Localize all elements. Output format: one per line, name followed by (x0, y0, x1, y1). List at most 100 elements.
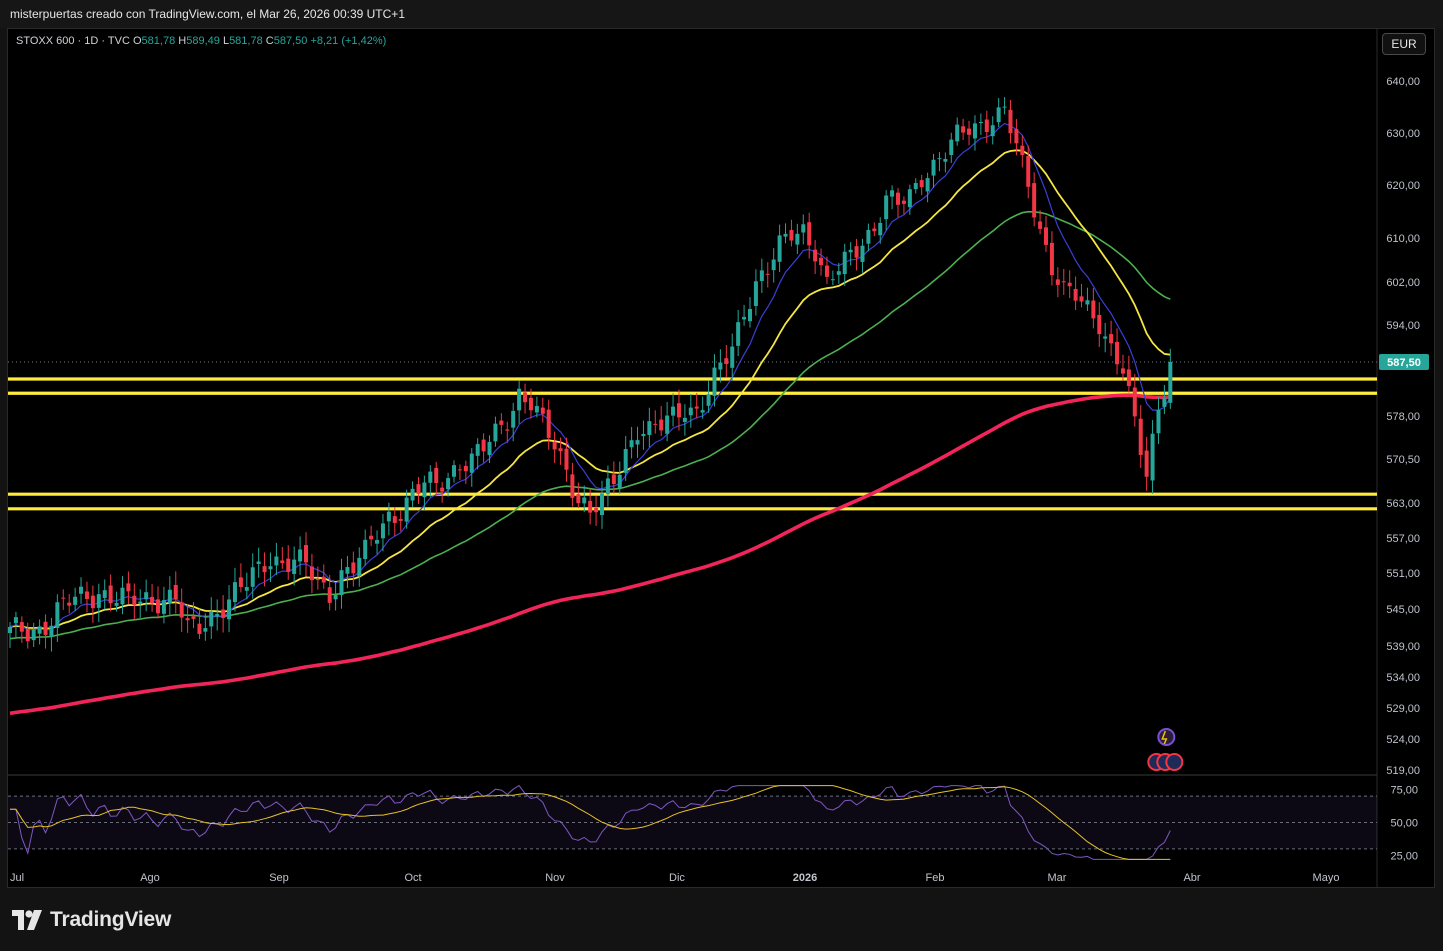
candle-body (588, 500, 593, 513)
candle-body (659, 419, 664, 431)
candle-body (505, 429, 510, 431)
candle-body (635, 440, 640, 445)
candle-body (890, 190, 895, 197)
candle-body (96, 594, 101, 608)
candle-body (357, 557, 362, 577)
candle-body (819, 257, 824, 266)
candle-body (528, 397, 533, 411)
candle-body (623, 449, 628, 473)
candle-body (280, 560, 285, 564)
candle-body (1061, 281, 1066, 283)
time-axis-label: Jul (10, 872, 24, 884)
rsi-ma-line (10, 785, 1171, 860)
candle-body (931, 159, 936, 176)
time-axis-label: Mayo (1313, 872, 1340, 884)
candle-body (712, 367, 717, 396)
candle-body (422, 482, 427, 498)
candle-body (742, 316, 747, 320)
candle-body (1126, 369, 1131, 387)
candle-body (179, 602, 184, 618)
candle-body (629, 440, 634, 448)
candle-body (789, 230, 794, 241)
legend-open: 581,78 (141, 35, 176, 47)
candle-body (724, 358, 729, 364)
candle-body (706, 394, 711, 406)
candle-body (339, 570, 344, 596)
candle-body (238, 577, 243, 587)
candle-body (824, 265, 829, 277)
candle-body (138, 601, 143, 604)
candle-body (919, 180, 924, 188)
time-axis-label: Sep (269, 872, 289, 884)
legend-l-label: L (222, 35, 230, 47)
time-axis-label: Dic (669, 872, 685, 884)
candle-body (351, 562, 356, 574)
legend-high: 589,49 (186, 35, 220, 47)
candle-body (866, 229, 871, 244)
candle-body (611, 474, 616, 485)
candle-body (404, 497, 409, 522)
price-tick-label: 594,00 (1386, 320, 1420, 332)
candle-body (795, 233, 800, 245)
candle-body (416, 484, 421, 494)
candle-body (469, 453, 474, 473)
candle-body (1138, 418, 1143, 455)
candle-body (428, 471, 433, 483)
candle-body (1091, 300, 1096, 319)
candle-body (268, 566, 273, 570)
candle-body (232, 582, 237, 603)
legend-close: 587,50 (273, 35, 308, 47)
candle-body (1026, 156, 1031, 187)
candle-body (363, 539, 368, 559)
candle-body (878, 222, 883, 236)
candle-body (410, 488, 415, 501)
candle-body (446, 478, 451, 490)
candle-body (84, 591, 89, 600)
candle-body (700, 410, 705, 413)
candle-body (582, 497, 587, 504)
candle-body (250, 567, 255, 587)
candle-body (759, 270, 764, 281)
candle-body (1120, 368, 1125, 374)
candle-body (972, 123, 977, 139)
candle-body (517, 388, 522, 411)
candle-body (546, 409, 551, 438)
candle-body (896, 192, 900, 205)
candle-body (1008, 109, 1013, 134)
candle-body (274, 556, 279, 566)
candle-body (191, 616, 196, 619)
rsi-tick-label: 50,00 (1390, 818, 1418, 830)
candle-body (19, 622, 24, 632)
candle-body (955, 124, 960, 142)
tradingview-logo-icon (12, 910, 42, 930)
price-tick-label: 524,00 (1386, 734, 1420, 746)
candle-body (108, 585, 113, 604)
candle-body (736, 322, 741, 346)
tradingview-logo[interactable]: TradingView (12, 908, 171, 932)
candle-body (771, 259, 776, 271)
chart-frame[interactable] (7, 28, 1435, 888)
candle-body (380, 523, 385, 539)
price-tick-label: 640,00 (1386, 76, 1420, 88)
candle-body (156, 599, 160, 614)
price-tick-label: 529,00 (1386, 703, 1420, 715)
candle-body (984, 119, 989, 133)
candle-body (126, 583, 131, 592)
candle-body (594, 507, 599, 513)
candle-body (1038, 221, 1043, 229)
candle-body (511, 410, 516, 428)
candle-body (1109, 334, 1114, 344)
candle-body (150, 596, 155, 604)
price-tick-label: 602,00 (1386, 277, 1420, 289)
candle-body (132, 595, 137, 606)
candle-body (244, 587, 249, 591)
currency-button[interactable]: EUR (1382, 33, 1426, 55)
candle-body (452, 465, 456, 477)
candle-body (221, 609, 226, 618)
candle-body (31, 629, 36, 641)
candle-body (836, 271, 841, 275)
earnings-event-icon (1165, 753, 1184, 771)
candle-body (8, 626, 12, 634)
price-tick-label: 578,00 (1386, 411, 1420, 423)
